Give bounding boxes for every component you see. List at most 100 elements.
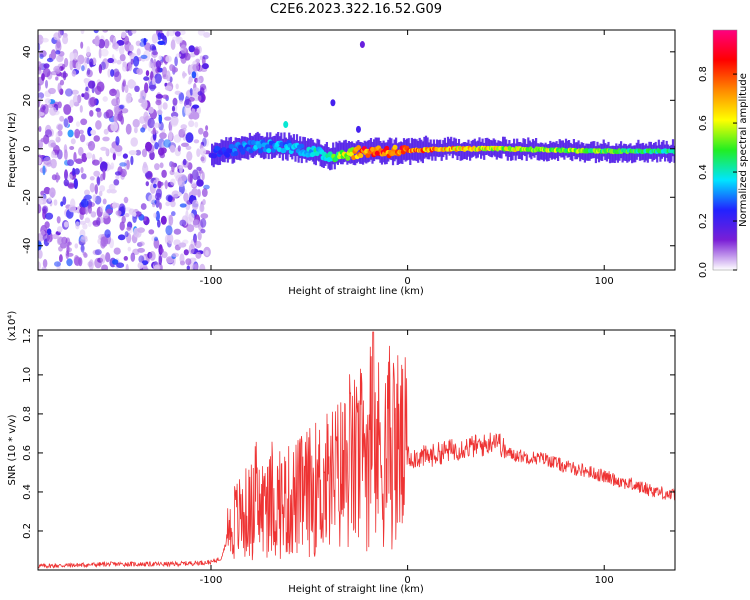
noise-blob <box>125 30 130 34</box>
noise-blob <box>57 82 62 93</box>
noise-blob <box>197 95 202 102</box>
noise-blob <box>170 119 178 127</box>
signal-halo <box>354 143 357 166</box>
noise-blob <box>155 210 160 222</box>
noise-blob <box>143 111 149 122</box>
signal-core <box>227 148 233 154</box>
noise-blob <box>107 68 111 78</box>
noise-blob <box>134 126 138 134</box>
y-tick-label: 40 <box>22 45 33 58</box>
noise-blob <box>69 99 74 108</box>
noise-blob <box>153 212 157 219</box>
noise-blob <box>69 59 74 71</box>
signal-halo <box>626 145 629 163</box>
noise-blob <box>157 32 162 41</box>
noise-blob <box>123 256 128 261</box>
noise-blob <box>186 151 193 162</box>
noise-blob <box>141 260 149 266</box>
signal-core <box>384 145 390 151</box>
signal-core <box>229 144 235 150</box>
noise-blob <box>162 35 167 41</box>
noise-blob <box>157 219 161 228</box>
signal-halo <box>325 142 328 164</box>
signal-halo <box>250 135 253 158</box>
noise-blob <box>172 97 178 106</box>
signal-halo <box>657 139 660 157</box>
noise-blob <box>149 251 156 261</box>
noise-blob <box>205 250 209 256</box>
noise-blob <box>51 234 59 240</box>
signal-halo <box>634 145 637 163</box>
noise-blob <box>124 84 129 94</box>
noise-blob <box>158 147 165 156</box>
noise-blob <box>40 194 47 201</box>
noise-blob <box>105 148 109 156</box>
x-tick-label: 100 <box>595 276 614 287</box>
noise-blob <box>45 79 48 89</box>
noise-blob <box>200 154 207 164</box>
noise-blob <box>192 64 200 72</box>
noise-blob <box>112 152 116 161</box>
noise-blob <box>178 99 184 104</box>
noise-blob <box>38 70 44 75</box>
y-tick-label: -20 <box>22 189 33 205</box>
noise-blob <box>38 157 42 165</box>
noise-blob <box>51 174 58 181</box>
noise-blob <box>70 138 76 145</box>
colorbar <box>713 30 737 270</box>
noise-blob <box>170 200 176 208</box>
noise-blob <box>113 68 120 78</box>
x-tick-label: -100 <box>200 575 223 586</box>
noise-blob <box>148 60 152 69</box>
noise-blob <box>50 158 57 169</box>
noise-blob <box>158 113 163 124</box>
noise-blob <box>161 66 168 78</box>
noise-blob <box>101 162 108 168</box>
signal-halo <box>303 137 306 159</box>
noise-blob <box>113 247 121 255</box>
signal-halo <box>616 145 619 163</box>
noise-blob <box>168 214 174 226</box>
noise-blob <box>167 195 173 203</box>
noise-blob <box>155 188 162 198</box>
signal-core <box>265 144 271 150</box>
noise-blob <box>100 254 106 264</box>
noise-blob <box>89 176 95 181</box>
noise-blob <box>86 68 91 75</box>
noise-blob <box>38 42 41 52</box>
noise-blob <box>113 179 120 186</box>
noise-blob <box>80 198 89 208</box>
noise-blob <box>136 68 143 75</box>
noise-blob <box>43 156 52 166</box>
noise-blob <box>192 219 201 228</box>
noise-blob <box>66 258 73 267</box>
noise-blob <box>168 130 173 141</box>
signal-halo <box>670 144 673 162</box>
signal-core <box>266 148 272 154</box>
signal-halo <box>597 145 601 163</box>
signal-halo <box>536 143 539 161</box>
noise-blob <box>119 162 127 167</box>
noise-blob <box>94 249 102 256</box>
noise-blob <box>189 52 196 58</box>
noise-blob <box>174 171 182 179</box>
noise-blob <box>73 52 78 61</box>
signal-halo <box>242 136 245 159</box>
signal-halo <box>522 138 525 156</box>
noise-blob <box>192 104 200 109</box>
noise-blob <box>106 208 113 214</box>
signal-halo <box>469 143 472 161</box>
signal-core <box>212 153 218 159</box>
signal-halo <box>546 144 549 162</box>
colorbar-tick-label: 0.0 <box>698 262 709 278</box>
noise-blob <box>139 41 146 47</box>
noise-blob <box>142 163 149 174</box>
noise-blob <box>113 112 118 124</box>
noise-blob <box>153 122 161 128</box>
signal-halo <box>594 146 597 164</box>
noise-blob <box>99 156 103 163</box>
noise-blob <box>105 109 114 119</box>
noise-blob <box>53 144 60 154</box>
signal-core <box>281 148 287 153</box>
noise-blob <box>175 53 182 58</box>
